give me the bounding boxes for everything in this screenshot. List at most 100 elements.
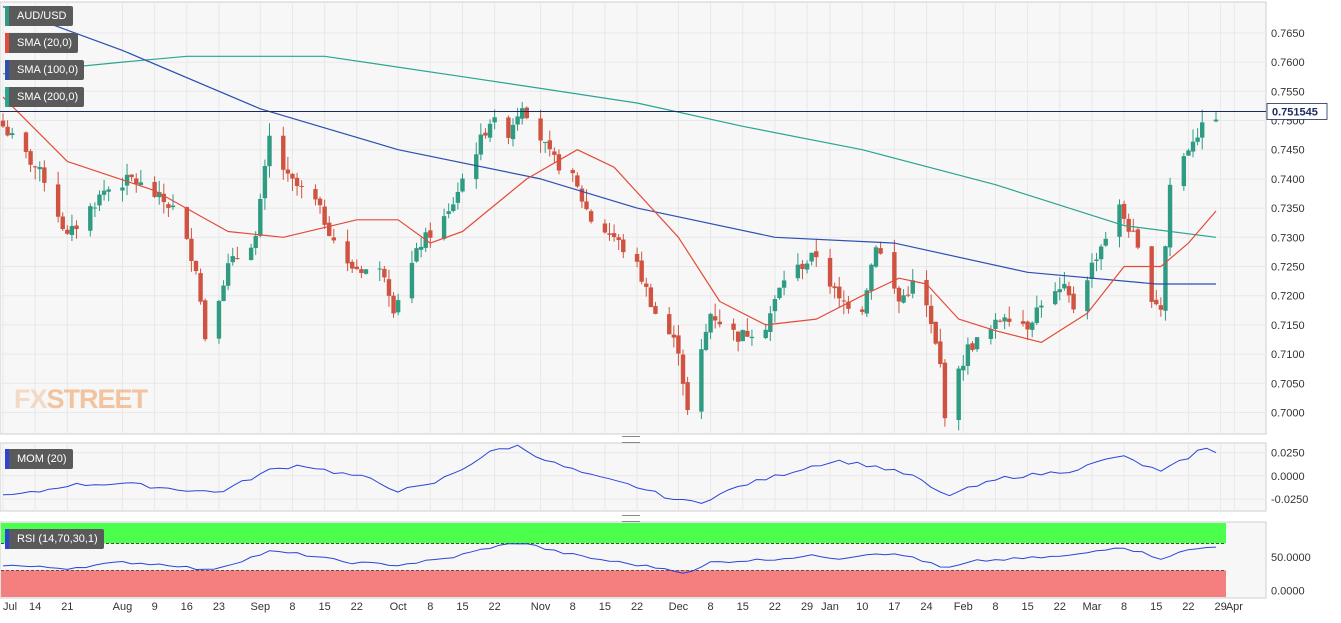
x-tick-label: Jul xyxy=(3,601,17,613)
candle-down xyxy=(202,300,208,340)
rsi-overbought-zone xyxy=(1,523,1226,544)
pane-resize-handle-2[interactable] xyxy=(622,515,640,522)
mom-tick-label: -0.0250 xyxy=(1271,494,1308,506)
candle-up xyxy=(1052,291,1058,305)
candle-down xyxy=(65,229,70,234)
mom-tick-label: 0.0000 xyxy=(1271,471,1305,483)
price-tick-label: 0.7100 xyxy=(1271,349,1305,361)
candle-up xyxy=(258,198,263,236)
x-tick-label: Mar xyxy=(1082,601,1101,613)
price-tick-label: 0.7000 xyxy=(1271,408,1305,420)
rsi-label[interactable]: RSI (14,70,30,1) xyxy=(5,529,104,549)
candle-down xyxy=(717,321,722,325)
candle-down xyxy=(161,193,167,203)
candle-down xyxy=(905,294,911,296)
rsi-text: RSI (14,70,30,1) xyxy=(17,533,98,545)
sma100-label[interactable]: SMA (100,0) xyxy=(5,60,85,80)
x-tick-label: 15 xyxy=(456,601,468,613)
symbol-label[interactable]: AUD/USD xyxy=(5,6,73,26)
candle-down xyxy=(299,185,304,187)
candle-up xyxy=(409,262,415,299)
candle-down xyxy=(483,132,488,136)
candle-down xyxy=(896,287,902,302)
candle-down xyxy=(814,251,819,258)
candle-down xyxy=(198,273,203,302)
candle-up xyxy=(221,285,226,302)
candle-down xyxy=(607,233,612,235)
sma200-label[interactable]: SMA (200,0) xyxy=(5,87,85,107)
sma20-swatch xyxy=(5,33,9,53)
candle-up xyxy=(1085,280,1090,312)
candle-down xyxy=(878,248,883,254)
x-tick-label: Dec xyxy=(669,601,689,613)
x-tick-label: 8 xyxy=(992,601,998,613)
x-tick-label: 15 xyxy=(599,601,611,613)
momentum-line xyxy=(2,444,1217,504)
candle-up xyxy=(1213,119,1219,122)
candle-down xyxy=(938,341,943,365)
candle-up xyxy=(230,256,235,263)
x-tick-label: 22 xyxy=(489,601,501,613)
candle-down xyxy=(235,258,240,260)
candle-down xyxy=(290,173,295,179)
candles-group xyxy=(0,101,1219,431)
candle-up xyxy=(1195,137,1200,142)
x-tick-label: 24 xyxy=(920,601,932,613)
candle-up xyxy=(809,252,814,262)
candle-up xyxy=(106,189,111,192)
sma200-line xyxy=(2,55,1217,238)
candle-up xyxy=(864,290,870,314)
mom-label[interactable]: MOM (20) xyxy=(5,449,73,469)
candle-up xyxy=(1200,122,1205,138)
x-tick-label: 15 xyxy=(737,601,749,613)
candle-down xyxy=(1149,246,1154,302)
candle-up xyxy=(69,225,75,236)
candle-down xyxy=(621,239,626,253)
candle-up xyxy=(961,365,966,371)
candle-down xyxy=(588,211,594,222)
candle-down xyxy=(55,184,61,217)
candle-up xyxy=(1062,283,1067,289)
candle-up xyxy=(520,108,525,119)
candle-down xyxy=(735,331,741,342)
candle-down xyxy=(129,174,134,178)
watermark-street: STREET xyxy=(46,384,149,414)
candle-down xyxy=(382,268,387,278)
candle-up xyxy=(455,191,461,203)
candle-up xyxy=(699,349,704,412)
price-tick-label: 0.7600 xyxy=(1271,57,1305,69)
candle-down xyxy=(42,167,47,183)
candle-up xyxy=(101,190,107,195)
candle-down xyxy=(616,237,621,241)
mom-swatch xyxy=(5,449,9,469)
candle-down xyxy=(942,362,948,419)
candle-up xyxy=(703,331,709,350)
candle-down xyxy=(676,335,681,354)
candle-up xyxy=(97,194,102,206)
candle-down xyxy=(837,286,842,299)
candle-up xyxy=(120,187,125,191)
candle-down xyxy=(506,117,511,138)
candle-up xyxy=(138,182,144,186)
candle-down xyxy=(189,238,194,261)
candle-up xyxy=(1039,305,1044,308)
candle-down xyxy=(331,237,337,241)
candle-up xyxy=(460,178,465,192)
candle-down xyxy=(556,154,562,171)
price-tick-label: 0.7450 xyxy=(1271,145,1305,157)
last-price-badge xyxy=(1266,103,1328,120)
x-tick-label: 22 xyxy=(769,601,781,613)
candle-down xyxy=(166,204,171,208)
candle-down xyxy=(800,263,805,270)
sma20-label[interactable]: SMA (20,0) xyxy=(5,33,79,53)
symbol-swatch xyxy=(5,6,9,26)
candle-up xyxy=(873,247,879,267)
price-tick-label: 0.7150 xyxy=(1271,320,1305,332)
candle-down xyxy=(1007,318,1012,322)
candle-up xyxy=(418,246,424,250)
pane-resize-handle-1[interactable] xyxy=(622,436,640,443)
candle-down xyxy=(653,306,658,314)
candle-down xyxy=(827,257,833,287)
sma100-swatch xyxy=(5,60,9,80)
candle-up xyxy=(1181,156,1187,187)
